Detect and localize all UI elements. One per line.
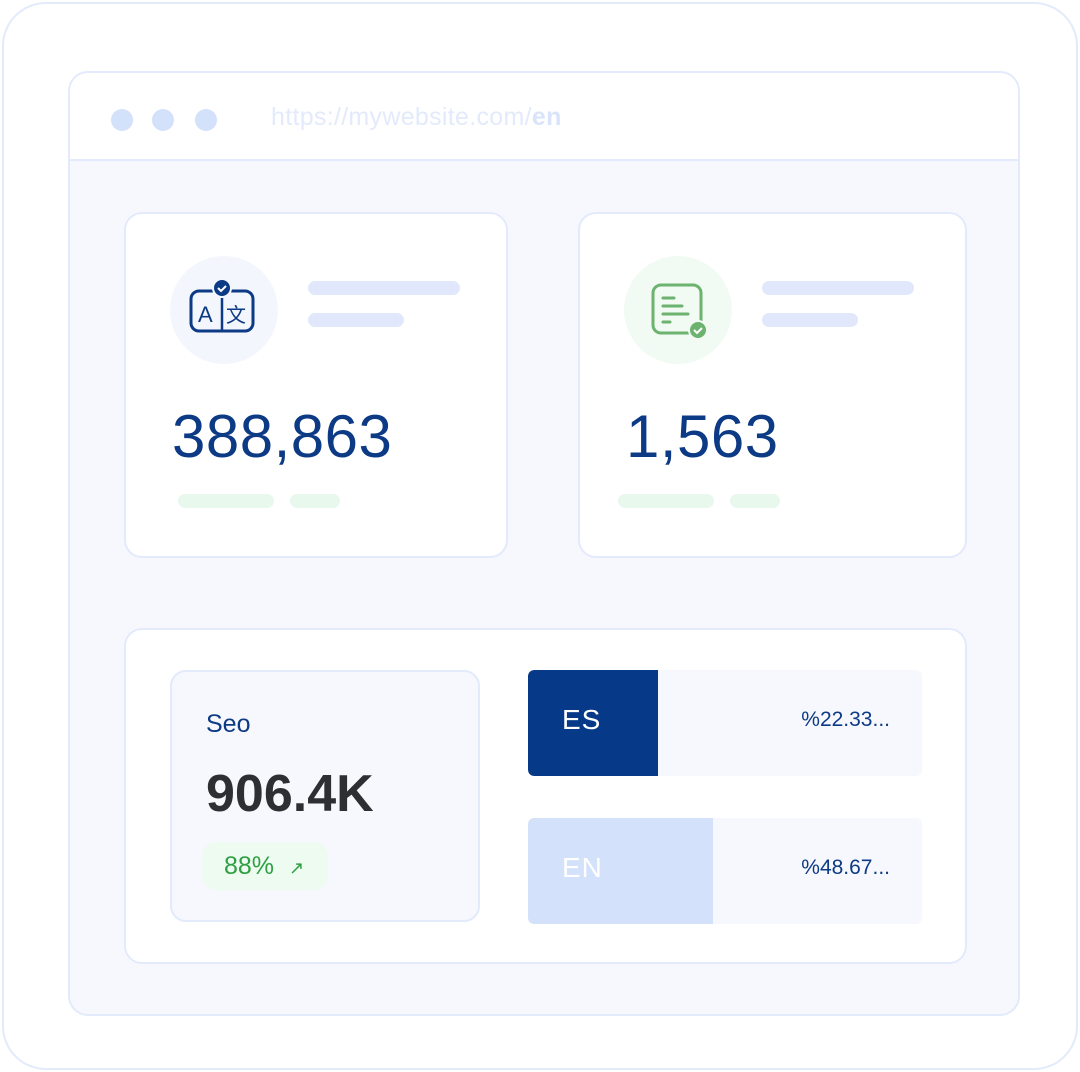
- translate-icon: A 文: [189, 278, 255, 333]
- translations-card: A 文 388,863: [124, 212, 508, 558]
- placeholder-line: [618, 494, 714, 508]
- svg-text:文: 文: [226, 303, 246, 327]
- placeholder-line: [308, 313, 404, 327]
- translate-icon-wrap: A 文: [170, 256, 278, 364]
- window-dot-icon[interactable]: [195, 109, 217, 131]
- svg-text:A: A: [198, 302, 213, 327]
- browser-window: https://mywebsite.com/en A 文 388,863 1,5…: [68, 71, 1020, 1016]
- seo-card: Seo 906.4K 88% ↗: [170, 670, 480, 922]
- browser-toolbar: https://mywebsite.com/en: [70, 73, 1018, 161]
- seo-label: Seo: [206, 710, 251, 738]
- address-bar[interactable]: https://mywebsite.com/en: [271, 103, 562, 132]
- translations-count: 388,863: [172, 403, 393, 470]
- url-text: https://mywebsite.com/: [271, 103, 532, 131]
- placeholder-line: [762, 313, 858, 327]
- placeholder-line: [178, 494, 274, 508]
- seo-change-badge: 88% ↗: [202, 842, 328, 890]
- language-fill: [528, 670, 659, 776]
- language-row-en: EN %48.67...: [528, 818, 922, 924]
- document-check-icon: [651, 283, 708, 340]
- arrow-up-right-icon: ↗: [289, 858, 305, 878]
- url-lang: en: [531, 103, 562, 131]
- placeholder-line: [762, 281, 914, 295]
- language-row-es: ES %22.33...: [528, 670, 922, 776]
- language-percent: %22.33...: [801, 708, 890, 731]
- seo-value: 906.4K: [206, 765, 374, 823]
- pages-card: 1,563: [578, 212, 967, 558]
- language-fill: [528, 818, 714, 924]
- language-percent: %48.67...: [801, 856, 890, 879]
- pages-count: 1,563: [626, 403, 779, 470]
- language-code: EN: [562, 852, 603, 883]
- window-dot-icon[interactable]: [111, 109, 133, 131]
- window-dot-icon[interactable]: [152, 109, 174, 131]
- language-code: ES: [562, 704, 602, 735]
- stats-panel: Seo 906.4K 88% ↗ ES %22.33... EN %48.67.…: [124, 628, 967, 964]
- placeholder-line: [290, 494, 340, 508]
- seo-change: 88%: [224, 852, 275, 880]
- placeholder-line: [730, 494, 780, 508]
- document-icon-wrap: [624, 256, 732, 364]
- placeholder-line: [308, 281, 460, 295]
